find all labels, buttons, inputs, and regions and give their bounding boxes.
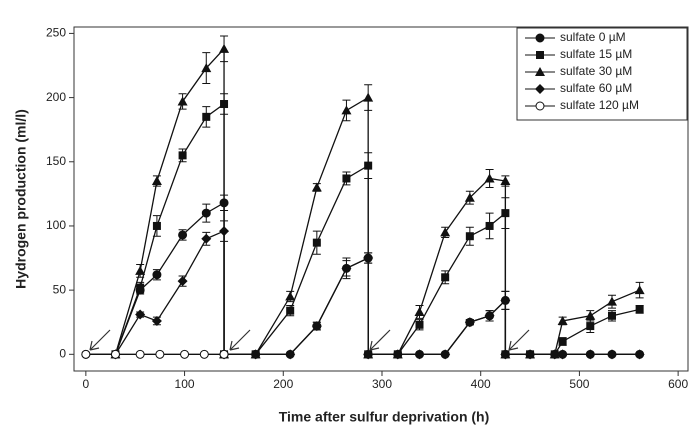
y-tick-label: 200 <box>46 90 66 104</box>
marker <box>202 112 211 121</box>
marker <box>110 349 120 359</box>
plot-frame <box>73 26 689 372</box>
marker <box>363 349 374 360</box>
marker <box>135 309 146 320</box>
marker <box>155 349 165 359</box>
marker <box>485 221 494 230</box>
marker <box>558 337 567 346</box>
x-axis-label: Time after sulfur deprivation (h) <box>279 409 490 425</box>
marker <box>341 105 352 115</box>
marker <box>342 174 351 183</box>
legend-label: sulfate 0 µM <box>560 30 626 44</box>
marker <box>440 349 451 360</box>
marker <box>585 310 596 320</box>
marker <box>535 67 545 76</box>
marker <box>525 349 536 360</box>
marker <box>557 315 568 325</box>
x-tick-label: 600 <box>668 377 688 391</box>
x-tick-label: 400 <box>471 377 491 391</box>
marker <box>250 349 261 360</box>
marker <box>177 96 188 106</box>
marker <box>219 43 230 53</box>
x-tick-label: 200 <box>273 377 293 391</box>
marker <box>285 349 296 360</box>
marker <box>500 295 511 306</box>
x-tick-label: 100 <box>175 377 195 391</box>
marker <box>285 291 296 301</box>
series-line <box>85 201 640 355</box>
marker <box>151 176 162 186</box>
marker <box>535 101 545 111</box>
marker <box>81 349 91 359</box>
marker <box>484 310 495 321</box>
marker <box>585 349 596 360</box>
marker <box>536 51 544 59</box>
marker <box>392 349 403 360</box>
marker <box>363 253 374 264</box>
marker <box>201 233 212 244</box>
arrows <box>89 329 530 351</box>
marker <box>136 283 145 292</box>
marker <box>634 285 645 295</box>
marker <box>152 221 161 230</box>
marker <box>549 349 560 360</box>
marker <box>535 84 545 94</box>
marker <box>414 349 425 360</box>
marker <box>178 151 187 160</box>
marker <box>606 296 617 306</box>
legend <box>516 27 688 121</box>
x-tick-label: 500 <box>569 377 589 391</box>
marker <box>557 349 568 360</box>
y-tick-label: 100 <box>46 218 66 232</box>
marker <box>178 230 188 240</box>
series-line <box>114 230 640 355</box>
marker <box>180 349 190 359</box>
marker <box>606 349 617 360</box>
marker <box>219 349 229 359</box>
marker <box>286 306 295 315</box>
marker <box>586 322 595 331</box>
marker <box>201 208 211 218</box>
marker <box>219 226 230 237</box>
y-tick-label: 150 <box>46 154 66 168</box>
y-axis-label: Hydrogen production (ml/l) <box>13 109 29 289</box>
marker <box>201 63 212 73</box>
marker <box>199 349 209 359</box>
marker <box>464 317 475 328</box>
marker <box>635 305 644 314</box>
legend-label: sulfate 15 µM <box>560 47 632 61</box>
legend-label: sulfate 30 µM <box>560 64 632 78</box>
legend-label: sulfate 120 µM <box>560 98 639 112</box>
marker <box>607 311 616 320</box>
marker <box>312 238 321 247</box>
x-tick-label: 300 <box>372 377 392 391</box>
marker <box>363 92 374 102</box>
marker <box>311 321 322 332</box>
marker <box>484 173 495 183</box>
marker <box>500 176 511 186</box>
marker <box>634 349 645 360</box>
x-tick-label: 0 <box>83 377 90 391</box>
marker <box>500 349 511 360</box>
marker <box>135 265 146 275</box>
marker <box>152 270 162 280</box>
marker <box>135 349 145 359</box>
y-tick-label: 50 <box>53 282 67 296</box>
marker <box>465 232 474 241</box>
legend-label: sulfate 60 µM <box>560 81 632 95</box>
marker <box>177 276 188 287</box>
y-tick-label: 250 <box>46 26 66 40</box>
y-tick-label: 0 <box>59 346 66 360</box>
marker <box>464 192 475 202</box>
marker <box>535 33 545 43</box>
marker <box>311 182 322 192</box>
marker <box>341 263 352 274</box>
marker <box>415 320 424 329</box>
marker <box>441 273 450 282</box>
marker <box>414 306 425 316</box>
marker <box>151 315 162 326</box>
marker <box>440 227 451 237</box>
